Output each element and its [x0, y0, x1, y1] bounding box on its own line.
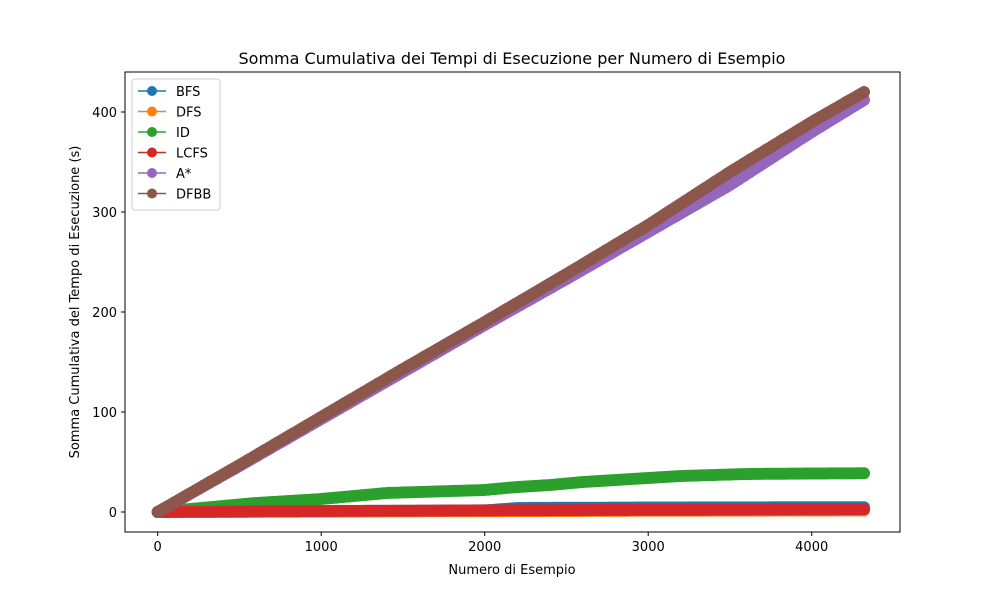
y-tick-label: 400 [92, 106, 117, 121]
y-axis-label: Somma Cumulativa del Tempo di Esecuzione… [68, 146, 83, 459]
x-axis: 0 1000 2000 3000 4000 [154, 532, 828, 555]
legend-marker [147, 127, 157, 137]
x-axis-label: Numero di Esempio [448, 563, 575, 578]
legend-marker [147, 188, 157, 199]
x-tick-label: 2000 [468, 540, 501, 555]
y-tick-label: 100 [92, 406, 117, 421]
legend-item: DFBB [138, 188, 211, 203]
y-tick-label: 200 [92, 306, 117, 321]
series-lcfs [151, 503, 870, 518]
y-tick-label: 0 [109, 506, 117, 521]
plot-area [124, 71, 901, 533]
legend: BFS DFS ID LCFS A* DFBB [131, 78, 221, 211]
legend-item: ID [138, 126, 190, 141]
legend-label: DFS [176, 106, 202, 121]
legend-item: A* [138, 167, 192, 182]
x-tick-label: 4000 [795, 540, 828, 555]
data-point [858, 467, 870, 480]
legend-marker [147, 168, 157, 178]
y-tick-label: 300 [92, 206, 117, 221]
chart-title: Somma Cumulativa dei Tempi di Esecuzione… [239, 49, 786, 68]
legend-marker [147, 147, 157, 158]
legend-item: LCFS [138, 147, 208, 162]
legend-label: DFBB [176, 188, 211, 203]
series-dfbb [151, 86, 870, 518]
x-tick-label: 1000 [305, 540, 338, 555]
data-point [858, 503, 870, 516]
legend-item: BFS [138, 85, 200, 100]
data-point [858, 86, 870, 98]
legend-marker [147, 106, 157, 117]
x-tick-label: 3000 [632, 540, 665, 555]
x-tick-label: 0 [154, 540, 162, 555]
y-axis: 0 100 200 300 400 [92, 106, 125, 521]
series-id [151, 467, 870, 518]
legend-label: LCFS [176, 147, 208, 162]
legend-label: BFS [176, 85, 200, 100]
legend-marker [147, 86, 157, 96]
legend-label: A* [176, 167, 192, 182]
legend-label: ID [176, 126, 190, 141]
series-layer [151, 86, 870, 518]
legend-item: DFS [138, 106, 202, 121]
